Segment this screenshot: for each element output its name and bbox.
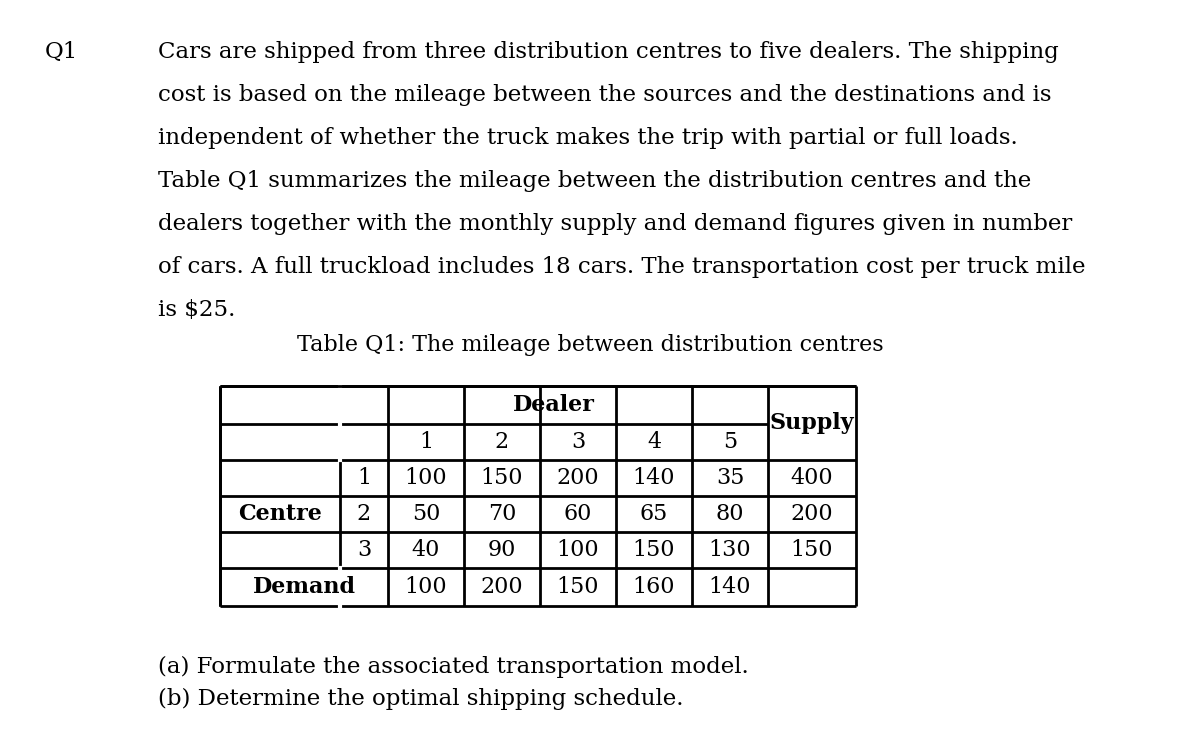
- Text: cost is based on the mileage between the sources and the destinations and is: cost is based on the mileage between the…: [158, 84, 1051, 106]
- Text: 50: 50: [412, 503, 440, 525]
- Text: Table Q1: The mileage between distribution centres: Table Q1: The mileage between distributi…: [296, 334, 883, 356]
- Text: 140: 140: [632, 467, 676, 489]
- Text: 100: 100: [557, 539, 599, 561]
- Text: (b) Determine the optimal shipping schedule.: (b) Determine the optimal shipping sched…: [158, 688, 684, 710]
- Text: 65: 65: [640, 503, 668, 525]
- Text: 150: 150: [481, 467, 523, 489]
- Text: 400: 400: [791, 467, 833, 489]
- Text: 2: 2: [356, 503, 371, 525]
- Text: 200: 200: [481, 576, 523, 598]
- Text: 100: 100: [404, 467, 448, 489]
- Text: of cars. A full truckload includes 18 cars. The transportation cost per truck mi: of cars. A full truckload includes 18 ca…: [158, 256, 1086, 278]
- Text: 100: 100: [404, 576, 448, 598]
- Text: 60: 60: [564, 503, 592, 525]
- Text: 40: 40: [412, 539, 440, 561]
- Text: 90: 90: [488, 539, 516, 561]
- Text: 4: 4: [647, 431, 661, 453]
- Text: Centre: Centre: [238, 503, 322, 525]
- Text: 200: 200: [557, 467, 599, 489]
- Text: dealers together with the monthly supply and demand figures given in number: dealers together with the monthly supply…: [158, 213, 1073, 235]
- Text: Demand: Demand: [252, 576, 355, 598]
- Text: 3: 3: [571, 431, 586, 453]
- Text: independent of whether the truck makes the trip with partial or full loads.: independent of whether the truck makes t…: [158, 127, 1018, 149]
- Text: 1: 1: [419, 431, 433, 453]
- Text: Cars are shipped from three distribution centres to five dealers. The shipping: Cars are shipped from three distribution…: [158, 41, 1058, 63]
- Text: 3: 3: [356, 539, 371, 561]
- Text: 150: 150: [632, 539, 676, 561]
- Text: 200: 200: [791, 503, 833, 525]
- Text: 1: 1: [356, 467, 371, 489]
- Text: 130: 130: [709, 539, 751, 561]
- Text: 160: 160: [632, 576, 676, 598]
- Text: 80: 80: [715, 503, 744, 525]
- Text: 5: 5: [722, 431, 737, 453]
- Text: Table Q1 summarizes the mileage between the distribution centres and the: Table Q1 summarizes the mileage between …: [158, 170, 1031, 192]
- Text: 2: 2: [494, 431, 509, 453]
- Text: Supply: Supply: [769, 412, 854, 434]
- Text: 150: 150: [791, 539, 833, 561]
- Text: Q1: Q1: [46, 41, 78, 63]
- Text: 140: 140: [709, 576, 751, 598]
- Text: 35: 35: [716, 467, 744, 489]
- Text: (a) Formulate the associated transportation model.: (a) Formulate the associated transportat…: [158, 656, 749, 678]
- Text: 150: 150: [557, 576, 599, 598]
- Text: is $25.: is $25.: [158, 299, 235, 321]
- Text: Dealer: Dealer: [514, 394, 595, 416]
- Text: 70: 70: [488, 503, 516, 525]
